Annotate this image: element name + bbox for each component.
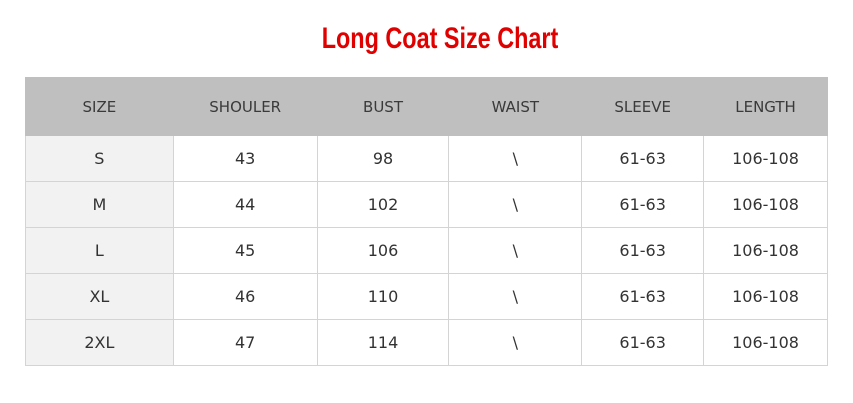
cell-length: 106-108: [703, 135, 828, 182]
header-row: SIZE SHOULER BUST WAIST SLEEVE LENGTH: [25, 77, 828, 136]
cell-shoulder: 47: [172, 319, 318, 366]
table-row: XL 46 110 \ 61-63 106-108: [25, 273, 828, 320]
cell-bust: 114: [316, 319, 450, 366]
chart-title: Long Coat Size Chart: [321, 22, 559, 55]
cell-size: M: [25, 181, 174, 228]
cell-waist: \: [448, 181, 583, 228]
cell-waist: \: [448, 135, 583, 182]
cell-shoulder: 44: [172, 181, 318, 228]
cell-size: XL: [25, 273, 174, 320]
cell-sleeve: 61-63: [581, 135, 705, 182]
header-sleeve: SLEEVE: [581, 77, 705, 136]
cell-waist: \: [448, 319, 583, 366]
cell-shoulder: 46: [172, 273, 318, 320]
cell-sleeve: 61-63: [581, 227, 705, 274]
cell-sleeve: 61-63: [581, 273, 705, 320]
table-row: L 45 106 \ 61-63 106-108: [25, 227, 828, 274]
cell-sleeve: 61-63: [581, 319, 705, 366]
cell-length: 106-108: [703, 273, 828, 320]
cell-shoulder: 45: [172, 227, 318, 274]
cell-size: L: [25, 227, 174, 274]
cell-sleeve: 61-63: [581, 181, 705, 228]
header-bust: BUST: [316, 77, 450, 136]
cell-size: 2XL: [25, 319, 174, 366]
cell-waist: \: [448, 273, 583, 320]
header-waist: WAIST: [448, 77, 583, 136]
table-row: S 43 98 \ 61-63 106-108: [25, 135, 828, 182]
cell-shoulder: 43: [172, 135, 318, 182]
cell-bust: 98: [316, 135, 450, 182]
table-row: M 44 102 \ 61-63 106-108: [25, 181, 828, 228]
cell-bust: 110: [316, 273, 450, 320]
header-length: LENGTH: [703, 77, 828, 136]
cell-bust: 102: [316, 181, 450, 228]
table-row: 2XL 47 114 \ 61-63 106-108: [25, 319, 828, 366]
cell-length: 106-108: [703, 227, 828, 274]
cell-size: S: [25, 135, 174, 182]
cell-length: 106-108: [703, 181, 828, 228]
cell-bust: 106: [316, 227, 450, 274]
cell-waist: \: [448, 227, 583, 274]
header-size: SIZE: [25, 77, 174, 136]
header-shoulder: SHOULER: [172, 77, 318, 136]
cell-length: 106-108: [703, 319, 828, 366]
